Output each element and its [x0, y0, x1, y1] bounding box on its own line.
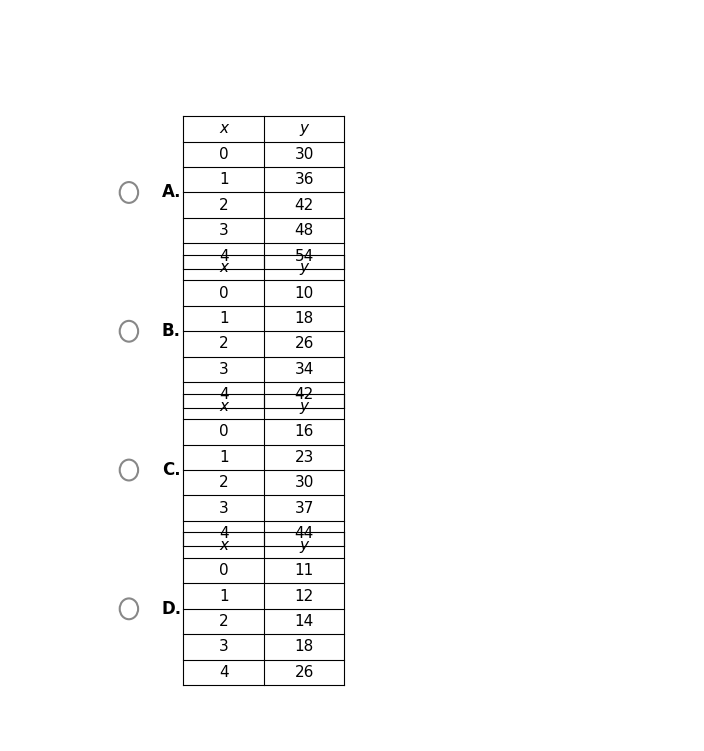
Text: 30: 30 — [294, 475, 314, 490]
Text: y: y — [300, 399, 308, 414]
Text: 42: 42 — [294, 198, 314, 213]
Text: 0: 0 — [219, 563, 229, 578]
Text: 18: 18 — [294, 640, 314, 654]
Text: x: x — [219, 399, 228, 414]
Text: 30: 30 — [294, 146, 314, 161]
Text: 0: 0 — [219, 146, 229, 161]
Text: 3: 3 — [219, 223, 229, 238]
Text: 16: 16 — [294, 424, 314, 439]
Text: 3: 3 — [219, 362, 229, 377]
Text: 44: 44 — [294, 526, 314, 541]
Text: x: x — [219, 122, 228, 137]
Text: 4: 4 — [219, 249, 229, 264]
Text: 1: 1 — [219, 450, 229, 465]
Text: 3: 3 — [219, 501, 229, 516]
Text: 3: 3 — [219, 640, 229, 654]
Text: 2: 2 — [219, 198, 229, 213]
Text: y: y — [300, 260, 308, 275]
Text: 23: 23 — [294, 450, 314, 465]
Text: D.: D. — [162, 600, 182, 618]
Text: B.: B. — [162, 322, 181, 340]
Text: y: y — [300, 122, 308, 137]
Text: x: x — [219, 538, 228, 553]
Text: 4: 4 — [219, 665, 229, 680]
Text: 4: 4 — [219, 388, 229, 403]
Text: A.: A. — [162, 183, 181, 201]
Text: 2: 2 — [219, 614, 229, 629]
Text: 36: 36 — [294, 172, 314, 187]
Text: C.: C. — [162, 461, 180, 479]
Text: 10: 10 — [294, 285, 314, 300]
Text: 11: 11 — [294, 563, 314, 578]
Text: 4: 4 — [219, 526, 229, 541]
Text: 26: 26 — [294, 665, 314, 680]
Text: 2: 2 — [219, 336, 229, 351]
Text: y: y — [300, 538, 308, 553]
Text: 12: 12 — [294, 589, 314, 604]
Text: 14: 14 — [294, 614, 314, 629]
Text: 42: 42 — [294, 388, 314, 403]
Text: 1: 1 — [219, 172, 229, 187]
Text: 1: 1 — [219, 589, 229, 604]
Text: 54: 54 — [294, 249, 314, 264]
Text: 0: 0 — [219, 285, 229, 300]
Text: 0: 0 — [219, 424, 229, 439]
Text: 18: 18 — [294, 311, 314, 326]
Text: 1: 1 — [219, 311, 229, 326]
Text: x: x — [219, 260, 228, 275]
Text: 37: 37 — [294, 501, 314, 516]
Text: 34: 34 — [294, 362, 314, 377]
Text: 26: 26 — [294, 336, 314, 351]
Text: 2: 2 — [219, 475, 229, 490]
Text: 48: 48 — [294, 223, 314, 238]
